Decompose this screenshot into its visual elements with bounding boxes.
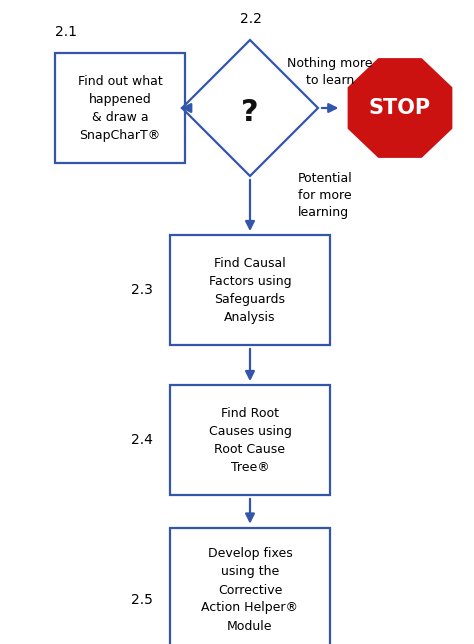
Text: Find Root
Causes using
Root Cause
Tree®: Find Root Causes using Root Cause Tree®: [209, 406, 292, 473]
Text: Develop fixes
using the
Corrective
Action Helper®
Module: Develop fixes using the Corrective Actio…: [201, 547, 299, 632]
Text: 2.1: 2.1: [55, 25, 77, 39]
Text: ?: ?: [241, 97, 259, 126]
Text: 2.2: 2.2: [240, 12, 262, 26]
Text: 2.5: 2.5: [131, 593, 153, 607]
FancyBboxPatch shape: [170, 527, 330, 644]
Polygon shape: [347, 58, 452, 158]
Text: Nothing more
to learn: Nothing more to learn: [287, 57, 373, 87]
Text: 2.4: 2.4: [131, 433, 153, 447]
FancyBboxPatch shape: [170, 385, 330, 495]
Text: Find out what
happened
& draw a
SnapCharT®: Find out what happened & draw a SnapChar…: [78, 75, 163, 142]
FancyBboxPatch shape: [170, 235, 330, 345]
Text: Potential
for more
learning: Potential for more learning: [298, 171, 353, 218]
Text: STOP: STOP: [369, 98, 431, 118]
Text: Find Causal
Factors using
Safeguards
Analysis: Find Causal Factors using Safeguards Ana…: [209, 256, 292, 323]
Polygon shape: [182, 40, 318, 176]
Text: 2.3: 2.3: [131, 283, 153, 297]
FancyBboxPatch shape: [55, 53, 185, 163]
